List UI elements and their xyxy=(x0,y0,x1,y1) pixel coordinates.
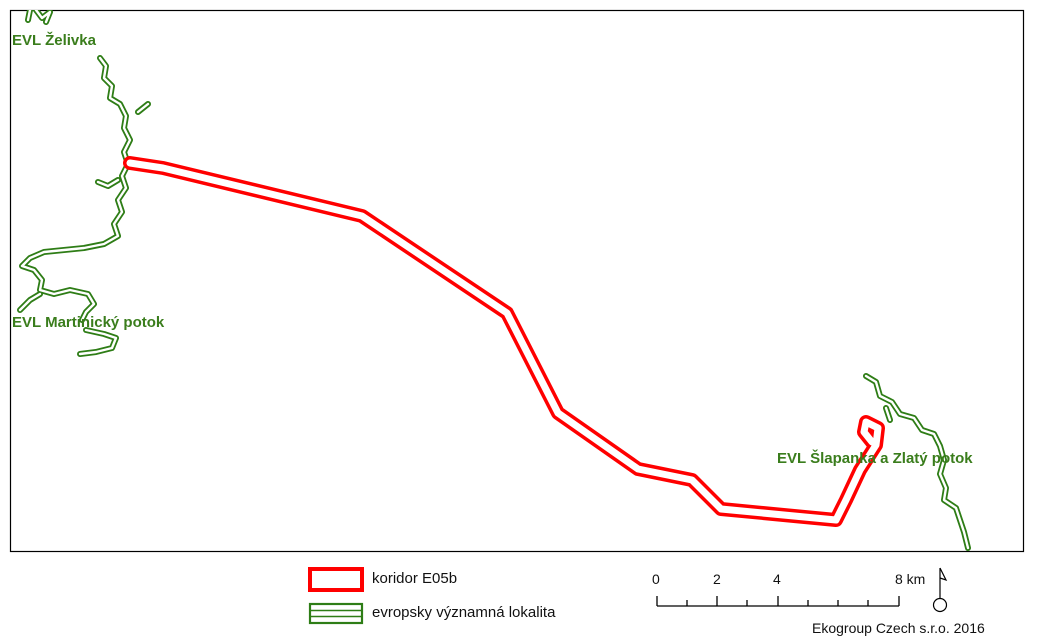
north-arrow-icon xyxy=(932,567,948,613)
scale-tick-0: 0 xyxy=(652,571,660,587)
legend-corridor-label: koridor E05b xyxy=(372,570,458,587)
map-credit: Ekogroup Czech s.r.o. 2016 xyxy=(812,620,985,636)
legend-site-swatch xyxy=(308,602,364,625)
site-zelivka-shape xyxy=(17,10,151,323)
site-martinicky-shape xyxy=(77,327,119,357)
legend-corridor-swatch xyxy=(308,567,364,592)
map-frame xyxy=(9,9,1025,553)
scale-tick-2: 2 xyxy=(713,571,721,587)
site-label-martinicky: EVL Martinický potok xyxy=(12,314,165,331)
site-label-slapanka: EVL Šlapanka a Zlatý potok xyxy=(777,450,973,467)
scale-tick-4: 4 xyxy=(773,571,781,587)
site-slapanka-shape xyxy=(863,373,971,551)
legend-site-label: evropsky významná lokalita xyxy=(372,604,556,621)
scale-tick-8: 8 km xyxy=(895,571,926,587)
corridor-e05b-shape xyxy=(126,159,882,524)
scale-bar xyxy=(656,596,900,607)
site-label-zelivka: EVL Želivka xyxy=(12,32,96,49)
